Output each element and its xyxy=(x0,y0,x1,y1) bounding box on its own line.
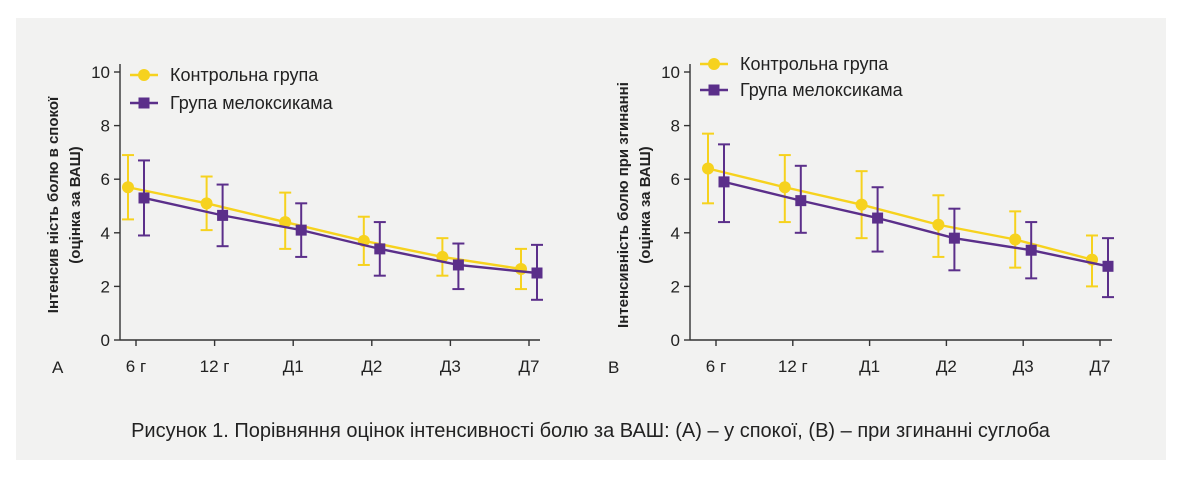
x-tick-label: Д2 xyxy=(361,357,382,376)
y-tick-label: 0 xyxy=(101,331,110,350)
series-line-control xyxy=(707,167,1093,261)
y-tick-label: 8 xyxy=(101,117,110,136)
y-tick-label: 6 xyxy=(671,170,680,189)
figure-caption: Рисунок 1. Порівняння оцінок інтенсивнос… xyxy=(131,420,1050,442)
y-tick-label: 10 xyxy=(91,63,110,82)
data-point-control xyxy=(200,197,213,210)
data-point-meloxicam xyxy=(1102,260,1114,272)
legend-marker-circle xyxy=(138,69,150,81)
data-point-control xyxy=(515,262,527,275)
y-axis-label: Інтенсив ніcть болю в спокої xyxy=(45,96,62,313)
x-tick-label: Д3 xyxy=(1013,357,1034,376)
y-tick-label: 0 xyxy=(671,331,680,350)
series-line-meloxicam xyxy=(723,180,1109,268)
data-point-control xyxy=(702,162,714,175)
x-tick-label: 12 г xyxy=(778,357,808,376)
y-axis-label: (оцінка за ВАШ) xyxy=(637,146,654,263)
data-point-meloxicam xyxy=(217,209,229,221)
data-point-meloxicam xyxy=(872,212,884,224)
data-point-meloxicam xyxy=(138,192,150,204)
x-tick-label: Д7 xyxy=(1090,357,1111,376)
data-point-meloxicam xyxy=(718,176,730,188)
data-point-meloxicam xyxy=(531,267,543,279)
x-tick-label: 12 г xyxy=(200,357,230,376)
legend-label: Контрольна група xyxy=(170,65,319,85)
chart-panel-a: 0 2 4 6 8 10 6 г 12 г Д1 Д2 Д3 Д7 Інтенсив ніcть бол… xyxy=(45,63,543,377)
data-point-meloxicam xyxy=(948,232,960,244)
x-tick-label: 6 г xyxy=(126,357,146,376)
y-axis-label: (оцінка за ВАШ) xyxy=(67,146,84,263)
y-tick-label: 6 xyxy=(101,170,110,189)
series-line-meloxicam xyxy=(143,196,538,275)
data-point-meloxicam xyxy=(1025,244,1037,256)
x-tick-label: Д1 xyxy=(283,357,304,376)
panel-label: B xyxy=(608,358,619,377)
x-tick-label: Д7 xyxy=(519,357,540,376)
y-tick-label: 2 xyxy=(671,277,680,296)
data-point-meloxicam xyxy=(452,259,464,271)
y-tick-label: 2 xyxy=(101,277,110,296)
y-tick-label: 10 xyxy=(661,63,680,82)
legend-marker-square xyxy=(708,84,720,96)
legend-label: Група мелоксикама xyxy=(740,80,904,100)
legend-marker-circle xyxy=(708,58,720,70)
series-line-control xyxy=(127,186,522,271)
data-point-meloxicam xyxy=(374,243,386,255)
charts-canvas: 0 2 4 6 8 10 6 г 12 г Д1 Д2 Д3 Д7 Інтенсив ніcть бол… xyxy=(45,54,1114,377)
data-point-control xyxy=(855,198,868,211)
data-point-control xyxy=(932,218,945,231)
x-tick-label: Д3 xyxy=(440,357,461,376)
data-point-control xyxy=(778,181,791,194)
y-tick-label: 4 xyxy=(101,224,110,243)
x-tick-label: Д1 xyxy=(859,357,880,376)
figure-background xyxy=(16,18,1166,460)
data-point-control xyxy=(122,181,134,194)
y-axis-label: Інтенсивність болю при згинанні xyxy=(615,82,632,328)
data-point-meloxicam xyxy=(295,224,307,236)
legend-label: Контрольна група xyxy=(740,54,889,74)
x-tick-label: Д2 xyxy=(936,357,957,376)
y-tick-label: 4 xyxy=(671,224,680,243)
data-point-control xyxy=(1009,233,1022,246)
chart-panel-b: 0 2 4 6 8 10 6 г 12 г Д1 Д2 Д3 Д7 Інтенсивність болю… xyxy=(608,54,1114,377)
x-tick-label: 6 г xyxy=(706,357,726,376)
data-point-meloxicam xyxy=(795,195,807,207)
legend-label: Група мелоксикама xyxy=(170,93,334,113)
legend-marker-square xyxy=(138,97,150,109)
panel-label: A xyxy=(52,358,64,377)
y-tick-label: 8 xyxy=(671,117,680,136)
data-point-control xyxy=(279,216,292,229)
